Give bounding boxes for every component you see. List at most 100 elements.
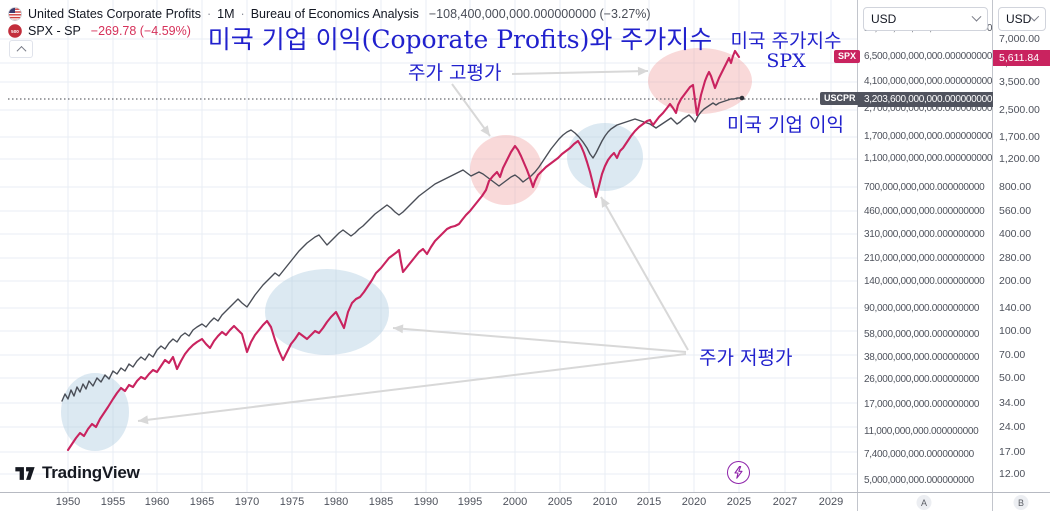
legend-collapse-button[interactable]	[9, 40, 33, 58]
event-marker-button[interactable]	[727, 461, 750, 484]
price-tick-label: 2,700,000,000,000.000000000	[864, 103, 993, 114]
price-tick-label: 1,700,000,000,000.000000000	[864, 131, 993, 142]
time-tick-label: 1980	[323, 496, 349, 508]
price-scale-b[interactable]: USD 5,611.84 7,000.005,000.003,500.002,5…	[992, 0, 1050, 492]
chart-plot-area[interactable]	[0, 0, 857, 492]
time-tick-label: 2000	[502, 496, 528, 508]
time-tick-label: 1975	[279, 496, 305, 508]
price-tick-label: 26,000,000,000.000000000	[864, 374, 980, 385]
price-tick-label: 100.00	[999, 325, 1032, 337]
scale-b-marker[interactable]: B	[1013, 495, 1029, 510]
chevron-up-icon	[16, 45, 26, 56]
annotation-arrowhead	[480, 125, 490, 136]
price-tick-label: 460,000,000,000.000000000	[864, 206, 985, 217]
price-tick-label: 3,500.00	[999, 76, 1040, 88]
price-tick-label: 4,100,000,000,000.000000000	[864, 76, 993, 87]
legend-row-spx[interactable]: 500 SPX - SP −269.78 (−4.59%)	[8, 22, 651, 39]
scale-b-currency-dropdown[interactable]: USD	[998, 7, 1046, 31]
annotation-arrow	[392, 327, 687, 353]
price-tick-label: 400.00	[999, 228, 1032, 240]
price-tick-label: 6,500,000,000,000.000000000	[864, 51, 993, 62]
scale-a-currency-dropdown[interactable]: USD	[863, 7, 988, 31]
time-tick-label: 1950	[55, 496, 81, 508]
spx-symbol-label[interactable]: SPX - SP	[28, 23, 81, 38]
interval-label[interactable]: 1M	[217, 6, 235, 21]
time-axis[interactable]: A B 1950 1955 1960 1965 1970 1975 1980 1985 1990…	[0, 492, 1050, 511]
chevron-down-icon	[971, 11, 982, 22]
spx-series-annotation[interactable]: 미국 주가지수 SPX	[730, 30, 842, 72]
spx-series-tag: SPX	[834, 50, 861, 63]
time-tick-label: 2010	[592, 496, 618, 508]
annotation-arrow	[137, 353, 687, 422]
profit-series-annotation[interactable]: 미국 기업 이익	[727, 114, 844, 136]
tradingview-logo-text: TradingView	[42, 463, 140, 482]
price-tick-label: 50.00	[999, 372, 1026, 384]
time-tick-label: 2005	[547, 496, 573, 508]
time-tick-label: 1995	[457, 496, 483, 508]
annotation-arrow	[600, 196, 689, 351]
annotation-arrowhead	[637, 66, 648, 76]
price-tick-label: 210,000,000,000.000000000	[864, 253, 985, 264]
time-tick-label: 2027	[772, 496, 798, 508]
price-tick-label: 2,500.00	[999, 104, 1040, 116]
undervalued-ellipse	[61, 373, 129, 451]
tradingview-logo[interactable]: TradingView	[14, 463, 140, 483]
uscpr-price-badge: 3,203,600,000,000.000000000	[858, 92, 993, 107]
undervalued-ellipse	[265, 269, 389, 355]
uscpr-last-point-dot	[739, 95, 745, 101]
annotation-arrowhead	[393, 324, 404, 334]
symbol-title[interactable]: United States Corporate Profits	[28, 6, 201, 21]
undervalued-annotation[interactable]: 주가 저평가	[699, 347, 793, 369]
time-tick-label: 2025	[726, 496, 752, 508]
symbol-legend: United States Corporate Profits · 1M · B…	[8, 5, 651, 39]
price-tick-label: 1,100,000,000,000.000000000	[864, 153, 993, 164]
time-tick-label: 2029	[818, 496, 844, 508]
time-tick-label: 2015	[636, 496, 662, 508]
legend-row-uscpr[interactable]: United States Corporate Profits · 1M · B…	[8, 5, 651, 22]
axis-separator	[857, 493, 858, 511]
price-tick-label: 38,000,000,000.000000000	[864, 352, 980, 363]
time-tick-label: 1960	[144, 496, 170, 508]
price-tick-label: 7,400,000,000.000000000	[864, 449, 974, 460]
price-tick-label: 1,700.00	[999, 131, 1040, 143]
price-tick-label: 140.00	[999, 302, 1032, 314]
chart-title-annotation[interactable]: 미국 기업 이익(Coporate Profits)와 주가지수	[207, 25, 713, 54]
spx-change-value: −269.78 (−4.59%)	[90, 23, 191, 38]
annotation-arrowhead	[138, 415, 149, 425]
lightning-icon	[734, 466, 743, 479]
undervalued-ellipse	[567, 123, 643, 191]
annotation-arrow	[451, 83, 491, 137]
price-tick-label: 1,200.00	[999, 153, 1040, 165]
sp500-icon: 500	[8, 23, 22, 38]
legend-separator: ·	[240, 6, 245, 21]
chart-canvas[interactable]	[0, 0, 857, 492]
spx-line-series	[66, 49, 741, 452]
legend-separator: ·	[207, 6, 212, 21]
annotation-arrow	[511, 70, 649, 75]
price-tick-label: 24.00	[999, 421, 1026, 433]
price-tick-label: 7,000.00	[999, 33, 1040, 45]
scale-a-marker[interactable]: A	[916, 495, 932, 510]
axis-separator	[992, 493, 993, 511]
price-tick-label: 12.00	[999, 468, 1026, 480]
price-tick-label: 140,000,000,000.000000000	[864, 276, 985, 287]
time-tick-label: 1965	[189, 496, 215, 508]
price-tick-label: 800.00	[999, 181, 1032, 193]
overvalued-ellipse	[470, 135, 542, 205]
time-tick-label: 1970	[234, 496, 260, 508]
price-tick-label: 90,000,000,000.000000000	[864, 303, 980, 314]
us-flag-icon	[8, 6, 22, 21]
price-tick-label: 58,000,000,000.000000000	[864, 329, 980, 340]
price-scale-a[interactable]: USD 3,203,600,000,000.000000000 10,000,0…	[857, 0, 998, 492]
time-tick-label: 1955	[100, 496, 126, 508]
tradingview-logo-icon	[15, 466, 35, 480]
time-tick-label: 1985	[368, 496, 394, 508]
time-tick-label: 1990	[413, 496, 439, 508]
price-tick-label: 200.00	[999, 275, 1032, 287]
price-tick-label: 17,000,000,000.000000000	[864, 399, 980, 410]
spx-price-badge: 5,611.84	[993, 50, 1050, 66]
source-label: Bureau of Economics Analysis	[250, 6, 419, 21]
uscpr-change-value: −108,400,000,000.000000000 (−3.27%)	[428, 6, 651, 21]
overvalued-annotation[interactable]: 주가 고평가	[408, 62, 502, 84]
